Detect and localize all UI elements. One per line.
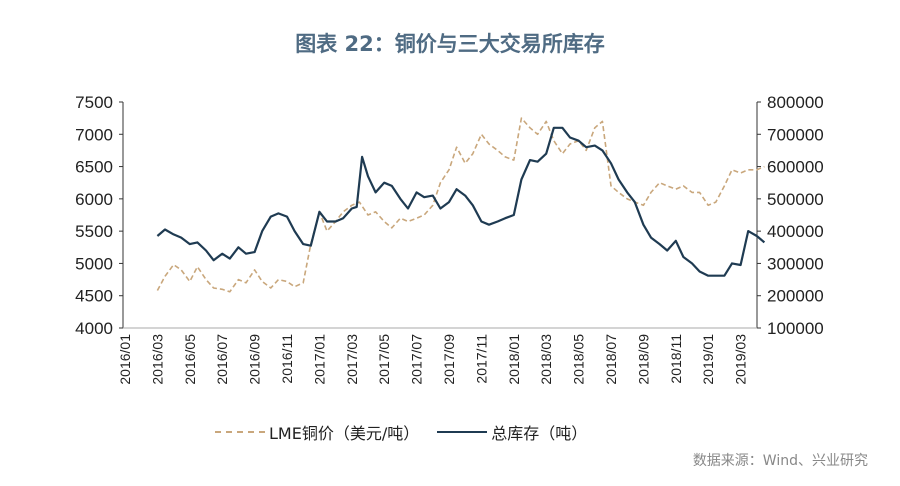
left-tick-label: 6000 xyxy=(75,190,113,209)
chart-svg: 4000 4500 5000 5500 6000 6500 7000 7500 100000 20… xyxy=(75,93,824,385)
x-tick-label: 2017/09 xyxy=(441,334,457,385)
right-tick-label: 700000 xyxy=(767,125,824,144)
x-tick-label: 2018/03 xyxy=(538,334,554,385)
x-tick-label: 2016/03 xyxy=(149,334,165,385)
x-tick-label: 2016/09 xyxy=(247,334,263,385)
x-tick-label: 2017/03 xyxy=(344,334,360,385)
x-tick-label: 2019/03 xyxy=(733,334,749,385)
x-tick-label: 2017/07 xyxy=(409,334,425,385)
right-tick-label: 400000 xyxy=(767,222,824,241)
x-tick-label: 2016/11 xyxy=(279,334,295,384)
x-tick-label: 2018/05 xyxy=(571,334,587,385)
right-tick-label: 800000 xyxy=(767,93,824,112)
legend-swatch-solid xyxy=(437,431,488,433)
left-tick-label: 7000 xyxy=(75,125,113,144)
copper-price-line xyxy=(156,117,765,293)
right-tick-label: 200000 xyxy=(767,287,824,306)
legend-label-copper: LME铜价（美元/吨） xyxy=(269,424,420,443)
source-note: 数据来源：Wind、兴业研究 xyxy=(692,453,868,469)
x-tick-label: 2018/07 xyxy=(603,334,619,385)
legend: LME铜价（美元/吨） 总库存（吨） xyxy=(215,420,605,444)
legend-swatch-dashed xyxy=(215,431,265,433)
right-tick-label: 300000 xyxy=(767,254,824,273)
series-lines xyxy=(156,117,766,293)
left-tick-label: 4500 xyxy=(75,287,113,306)
x-tick-label: 2017/05 xyxy=(376,334,392,385)
right-tick-label: 100000 xyxy=(767,319,824,338)
left-tick-label: 5000 xyxy=(75,254,113,273)
legend-label-inventory: 总库存（吨） xyxy=(491,424,588,443)
left-tick-label: 7500 xyxy=(75,93,113,112)
x-tick-label: 2018/11 xyxy=(668,334,684,384)
left-tick-label: 4000 xyxy=(75,319,113,338)
legend-item-copper: LME铜价（美元/吨） xyxy=(215,420,419,444)
x-tick-label: 2016/07 xyxy=(214,334,230,385)
total-inventory-line xyxy=(156,126,766,277)
x-tick-label: 2017/11 xyxy=(473,334,489,384)
x-tick-label: 2016/01 xyxy=(117,334,133,385)
x-tick-label: 2017/01 xyxy=(311,334,327,385)
left-tick-label: 5500 xyxy=(75,222,113,241)
axes: 4000 4500 5000 5500 6000 6500 7000 7500 100000 20… xyxy=(75,93,824,385)
legend-item-inventory: 总库存（吨） xyxy=(437,420,587,444)
x-tick-label: 2018/09 xyxy=(635,334,651,385)
right-tick-label: 500000 xyxy=(767,190,824,209)
chart-title: 图表 22：铜价与三大交易所库存 xyxy=(295,32,605,56)
right-tick-label: 600000 xyxy=(767,158,824,177)
x-tick-label: 2019/01 xyxy=(700,334,716,385)
x-tick-label: 2018/01 xyxy=(506,334,522,385)
left-tick-label: 6500 xyxy=(75,158,113,177)
x-tick-label: 2016/05 xyxy=(182,334,198,385)
